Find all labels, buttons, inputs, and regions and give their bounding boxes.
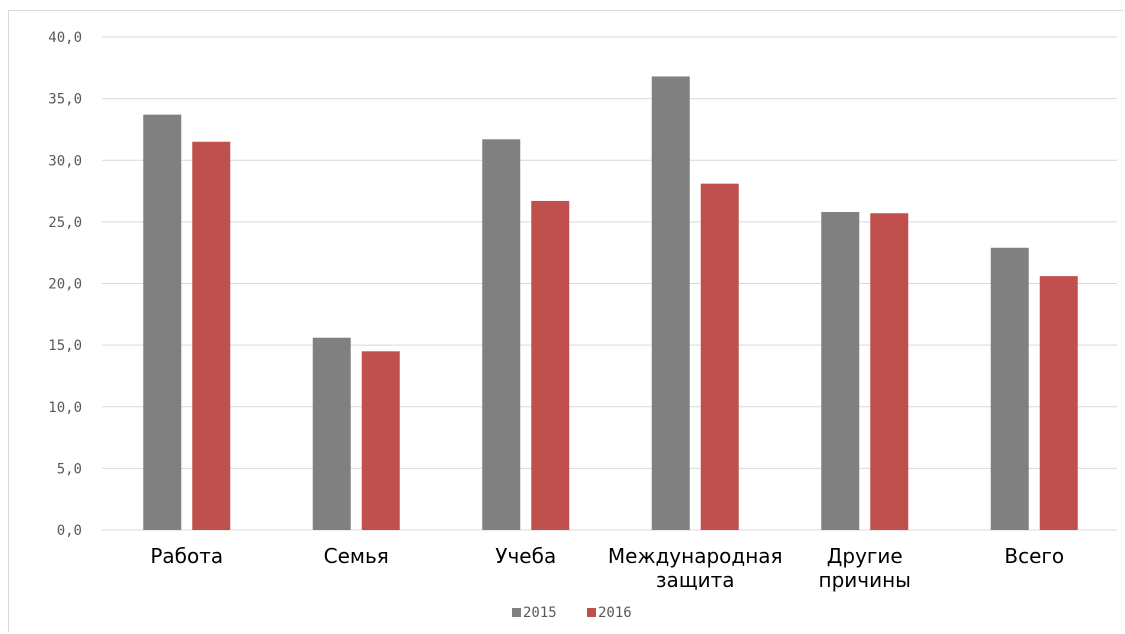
x-category-label-line: Работа [150,544,223,568]
x-category-label-line: Всего [1004,544,1064,568]
bar-2016-2 [531,200,570,531]
x-category-label: Международная защита [608,544,783,592]
y-axis-tick-labels: 0,0 5,0 10,0 15,0 20,0 25,0 30,0 35,0 40,0 [48,30,82,539]
bars [143,76,1078,531]
legend: 2015 2016 [512,605,632,621]
bar-2015-3 [651,76,690,530]
x-category-label: Учеба [495,544,556,568]
bar-2015-5 [990,247,1029,530]
legend-label-2016: 2016 [598,605,632,621]
y-tick-label: 0,0 [57,523,82,539]
legend-label-2015: 2015 [523,605,557,621]
x-category-label: Семья [324,544,389,568]
y-tick-label: 40,0 [48,30,82,46]
bar-2015-1 [312,337,351,530]
gridlines [102,36,1117,531]
bar-2015-2 [482,139,521,531]
x-category-label-line: Другие [827,544,903,568]
x-category-label-line: Международная [608,544,783,568]
y-tick-label: 5,0 [57,461,82,477]
x-category-label-line: защита [656,568,735,592]
bar-2016-0 [192,141,231,530]
bar-2016-5 [1039,276,1078,530]
y-tick-label: 10,0 [48,400,82,416]
x-category-label: Всего [1004,544,1064,568]
legend-swatch-2015 [512,608,521,617]
y-tick-label: 35,0 [48,92,82,108]
bar-2016-4 [870,213,909,530]
chart-frame [8,10,1123,632]
x-category-label: Другие причины [819,544,911,592]
bar-2015-4 [821,212,860,530]
y-tick-label: 25,0 [48,215,82,231]
y-tick-label: 15,0 [48,338,82,354]
x-category-label-line: Учеба [495,544,556,568]
x-category-label-line: Семья [324,544,389,568]
y-tick-label: 20,0 [48,277,82,293]
bar-2016-1 [361,351,400,530]
x-axis-category-labels: Работа Семья Учеба Международная защита Други… [150,544,1064,592]
bar-2015-0 [143,114,182,531]
bar-2016-3 [700,183,739,531]
x-category-label: Работа [150,544,223,568]
legend-swatch-2016 [587,608,596,617]
y-tick-label: 30,0 [48,153,82,169]
x-category-label-line: причины [819,568,911,592]
